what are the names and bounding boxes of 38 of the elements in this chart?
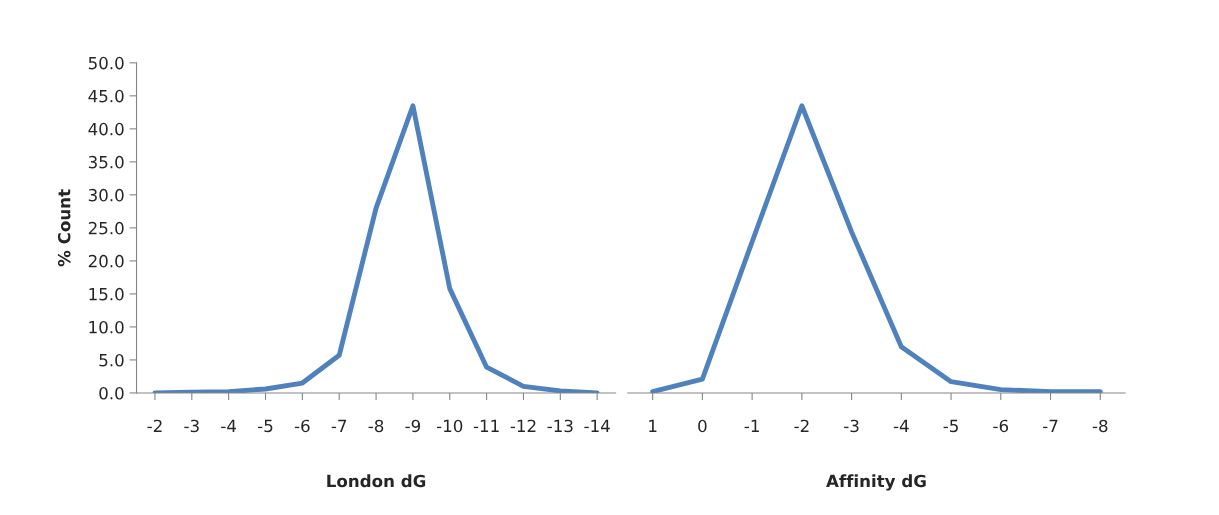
y-tick-label: 50.0 [88,56,124,70]
x-tick-label: -6 [993,419,1009,433]
x-tick-label: -9 [405,419,421,433]
y-tick-label: 20.0 [88,254,124,268]
y-tick-label: 15.0 [89,287,124,301]
y-tick-label: 30.0 [88,188,124,202]
y-tick-label: 5.0 [99,353,124,367]
x-tick-label: -14 [584,419,610,432]
x-tick-label: -1 [744,419,759,432]
x-tick-label: -3 [844,419,859,433]
x-tick-label: -12 [510,419,536,432]
x-tick-label: -2 [794,419,809,432]
y-tick-label: 40.0 [88,122,124,136]
y-tick-label: 45.0 [88,89,124,103]
x-tick-label: -5 [258,419,273,433]
x-tick-label: -4 [893,419,909,432]
y-tick-label: 10.0 [89,320,124,334]
x-tick-label: 0 [698,419,707,433]
x-tick-label: -6 [294,419,310,433]
x-tick-label: -7 [331,419,347,432]
x-tick-label: -4 [221,419,237,432]
x-tick-label: -5 [943,419,958,433]
x-axis-title: Affinity dG [826,474,926,491]
x-tick-label: -13 [547,419,573,433]
x-tick-label: -2 [147,419,162,432]
line-series [152,103,600,393]
x-tick-label: 1 [649,419,657,432]
y-tick-label: 25.0 [88,221,124,235]
x-tick-label: -3 [184,419,199,433]
y-tick-label: 0.0 [99,386,124,400]
x-tick-label: -7 [1043,419,1058,432]
x-axis-title: London dG [327,474,426,488]
x-tick-label: -8 [1092,419,1108,433]
x-tick-label: -8 [368,419,384,433]
y-tick-label: 35.0 [88,155,124,169]
y-axis-title: % Count [57,189,71,267]
x-tick-label: -11 [473,419,499,432]
x-tick-label: -10 [436,419,463,433]
